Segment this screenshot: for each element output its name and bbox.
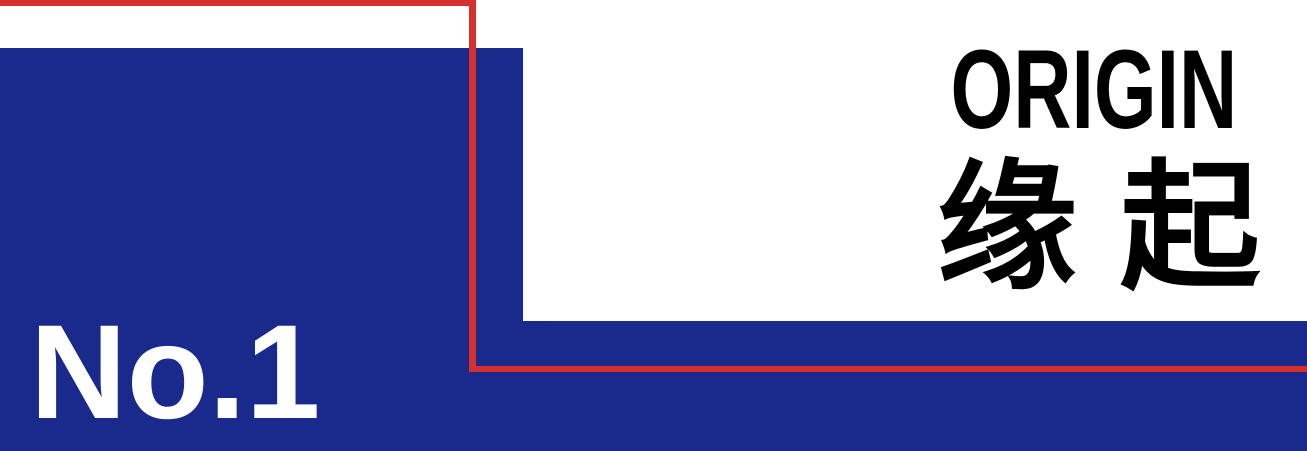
blue-band-bottom-right [523, 321, 1307, 451]
section-title-english: ORIGIN [950, 27, 1237, 152]
red-frame-vertical-line [469, 0, 476, 372]
red-frame-bottom-line [469, 366, 1307, 372]
section-number: No.1 [30, 298, 321, 447]
blue-panel-left [0, 48, 523, 451]
section-title-chinese: 缘 起 [937, 149, 1262, 306]
red-frame-top-line [0, 0, 476, 6]
